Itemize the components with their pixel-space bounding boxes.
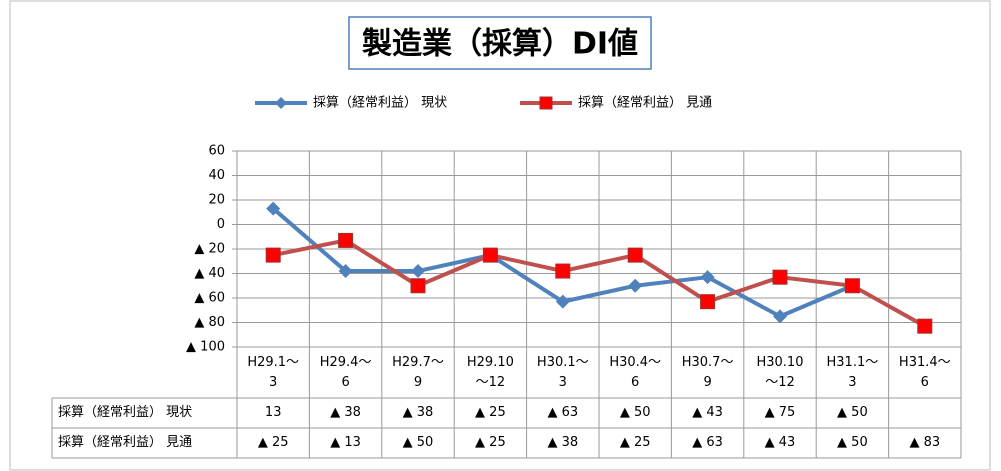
table-value: ▲ 25 [475,405,506,420]
legend-label: 採算（経常利益） 現状 [313,96,447,111]
marker [917,318,933,334]
y-tick-label: ▲ 40 [194,266,225,281]
table-value: ▲ 38 [402,405,434,420]
table-value: ▲ 63 [692,435,723,450]
table-value: ▲ 83 [909,435,941,450]
marker [482,247,498,263]
table-value: ▲ 38 [330,405,361,420]
marker [555,294,570,309]
table-value: ▲ 50 [837,435,868,450]
legend-marker [275,97,287,109]
marker [772,269,788,285]
marker [700,270,715,285]
table-value: ▲ 50 [619,405,651,420]
x-tick-label: H29.10 ～12 [466,354,514,390]
x-tick-label: H30.7～ 9 [681,354,734,390]
table-value [889,398,961,428]
table-value: ▲ 75 [764,405,796,420]
table-value: ▲ 43 [692,405,723,420]
x-tick-label: H30.1～ 3 [536,354,589,390]
y-tick-label: 40 [208,168,225,183]
chart-title: 製造業（採算）DI値 [362,27,638,62]
table-value: ▲ 50 [402,435,434,450]
table-value: ▲ 63 [547,405,579,420]
marker [338,264,353,279]
chart-border [9,0,991,471]
x-tick-label: H30.10 ～12 [756,354,804,390]
table-value: ▲ 25 [619,435,651,450]
marker [411,264,425,279]
y-tick-label: ▲ 80 [194,315,225,330]
x-tick-label: H31.1～ 3 [826,354,879,390]
table-value: ▲ 25 [475,435,506,450]
marker [266,201,281,216]
x-tick-label: H30.4～ 6 [609,354,662,390]
x-tick-label: H29.4～ 6 [319,354,372,390]
title-box [348,16,652,70]
y-tick-label: ▲ 60 [194,291,225,306]
table-value: ▲ 25 [257,435,289,450]
x-tick-label: H29.7～ 9 [392,354,444,390]
marker [410,278,426,294]
y-tick-label: 0 [217,217,225,232]
row-header: 採算（経常利益） 現状 [58,405,193,420]
marker [628,278,643,293]
series-line [272,238,926,328]
table-value: ▲ 50 [837,405,868,420]
marker [265,247,281,263]
marker [844,278,860,294]
row-header: 採算（経常利益） 見通 [58,435,193,450]
legend-label: 採算（経常利益） 見通 [578,96,712,111]
marker [700,294,716,310]
table-value: ▲ 38 [547,435,579,450]
marker [627,247,643,263]
marker [555,263,571,279]
marker [773,309,787,324]
x-tick-label: H29.1～ 3 [247,354,300,390]
x-tick-label: H31.4～ 6 [898,354,951,390]
table-value: ▲ 13 [330,435,361,450]
y-tick-label: 60 [208,144,225,159]
y-tick-label: ▲ 100 [186,340,225,355]
table-value: 13 [264,405,282,420]
table-value: ▲ 43 [764,435,796,450]
marker [338,232,354,248]
legend-marker [539,96,553,110]
y-tick-label: ▲ 20 [194,242,225,257]
y-tick-label: 20 [208,193,225,208]
